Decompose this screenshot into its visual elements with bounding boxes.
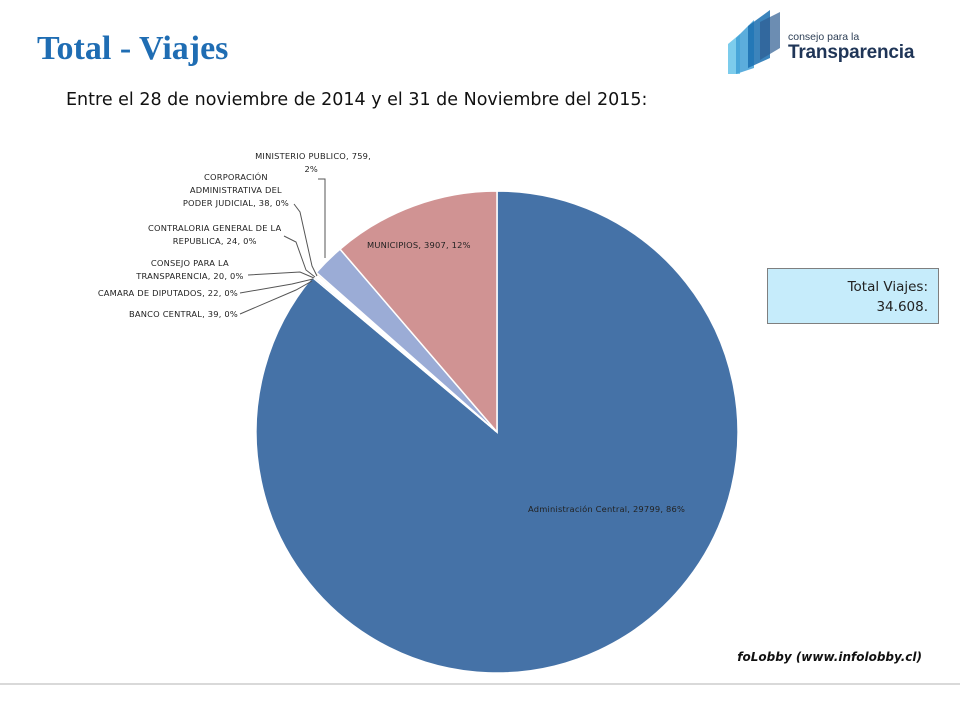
leader-lines xyxy=(239,178,326,315)
slice-label-banco-central: BANCO CENTRAL, 39, 0% xyxy=(129,309,238,319)
slice-label-administracion-central: Administración Central, 29799, 86% xyxy=(528,504,685,514)
pie-slices xyxy=(255,190,739,674)
leader-line-ministerio-publico xyxy=(318,178,326,258)
slice-label-camara-de-diputados: CAMARA DE DIPUTADOS, 22, 0% xyxy=(98,288,238,298)
slice-label-consejo-para-la-transparencia: CONSEJO PARA LA TRANSPARENCIA, 20, 0% xyxy=(135,258,243,281)
slice-label-ministerio-publico: MINISTERIO PUBLICO, 759, 2% xyxy=(255,151,371,174)
page-title: Total - Viajes xyxy=(37,30,229,67)
slice-label-corporacion-administrativa-del-poder-judicial: CORPORACIÓN ADMINISTRATIVA DEL PODER JUDIC… xyxy=(183,171,289,208)
logo-mark-icon xyxy=(728,10,780,74)
page-subtitle: Entre el 28 de noviembre de 2014 y el 31… xyxy=(66,90,648,110)
logo-text-small: consejo para la xyxy=(788,31,860,43)
total-trips-value: 34.608. xyxy=(876,299,928,315)
total-trips-label: Total Viajes: xyxy=(847,279,928,295)
source-note: foLobby (www.infolobby.cl) xyxy=(737,650,922,664)
leader-line-corporacion-administrativa-del-poder-judicial xyxy=(293,203,318,277)
logo-text-big: Transparencia xyxy=(788,42,915,63)
leader-line-contraloria-general-de-la-republica xyxy=(283,235,316,278)
slice-label-contraloria-general-de-la-republica: CONTRALORIA GENERAL DE LA REPUBLICA, 24, … xyxy=(148,223,281,246)
slice-labels: Administración Central, 29799, 86% BANCO … xyxy=(98,151,685,514)
leader-line-camara-de-diputados xyxy=(239,278,314,294)
footer-divider xyxy=(0,683,960,685)
slice-label-municipios: MUNICIPIOS, 3907, 12% xyxy=(367,240,471,250)
pie-slice-municipios xyxy=(338,190,498,435)
leader-line-banco-central xyxy=(239,280,313,315)
total-trips-box: Total Viajes: 34.608. xyxy=(767,268,939,324)
pie-slice-administracion-central xyxy=(255,190,739,674)
leader-line-consejo-para-la-transparencia xyxy=(247,271,315,279)
